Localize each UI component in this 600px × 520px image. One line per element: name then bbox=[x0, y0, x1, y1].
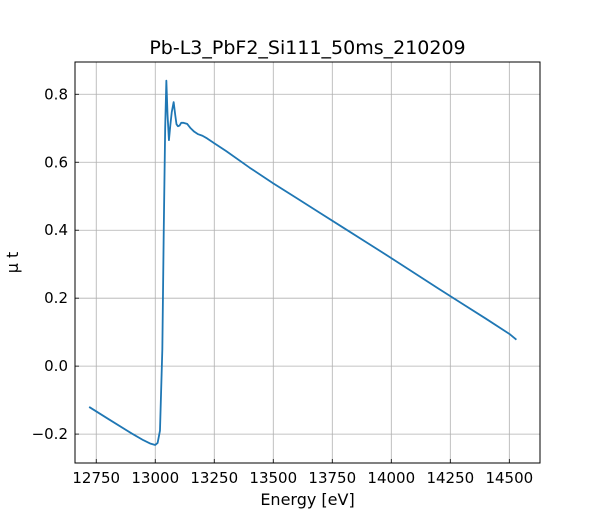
x-tick-label: 13000 bbox=[131, 469, 179, 487]
y-tick-label: 0.8 bbox=[44, 85, 68, 103]
x-tick-label: 14500 bbox=[485, 469, 533, 487]
x-tick-label: 14000 bbox=[367, 469, 415, 487]
y-tick-label: 0.6 bbox=[44, 153, 68, 171]
y-tick-label: 0.4 bbox=[44, 221, 68, 239]
x-tick-label: 13250 bbox=[190, 469, 238, 487]
x-tick-label: 13500 bbox=[249, 469, 297, 487]
ticks: 12750 13000 13250 13500 13750 14000 14250 14500… bbox=[32, 85, 534, 487]
series-layer bbox=[88, 79, 517, 446]
grid bbox=[75, 62, 540, 463]
y-tick-label: 0.2 bbox=[44, 289, 68, 307]
x-tick-label: 13750 bbox=[308, 469, 356, 487]
x-tick-label: 12750 bbox=[72, 469, 120, 487]
y-tick-label: 0.0 bbox=[44, 357, 68, 375]
y-tick-label: −0.2 bbox=[32, 425, 68, 443]
y-axis-label: μ t bbox=[3, 252, 22, 274]
plot-frame bbox=[74, 61, 541, 464]
series-line bbox=[88, 79, 517, 446]
x-tick-label: 14250 bbox=[426, 469, 474, 487]
x-axis-label: Energy [eV] bbox=[260, 490, 354, 509]
chart-title: Pb-L3_PbF2_Si111_50ms_210209 bbox=[149, 37, 465, 59]
